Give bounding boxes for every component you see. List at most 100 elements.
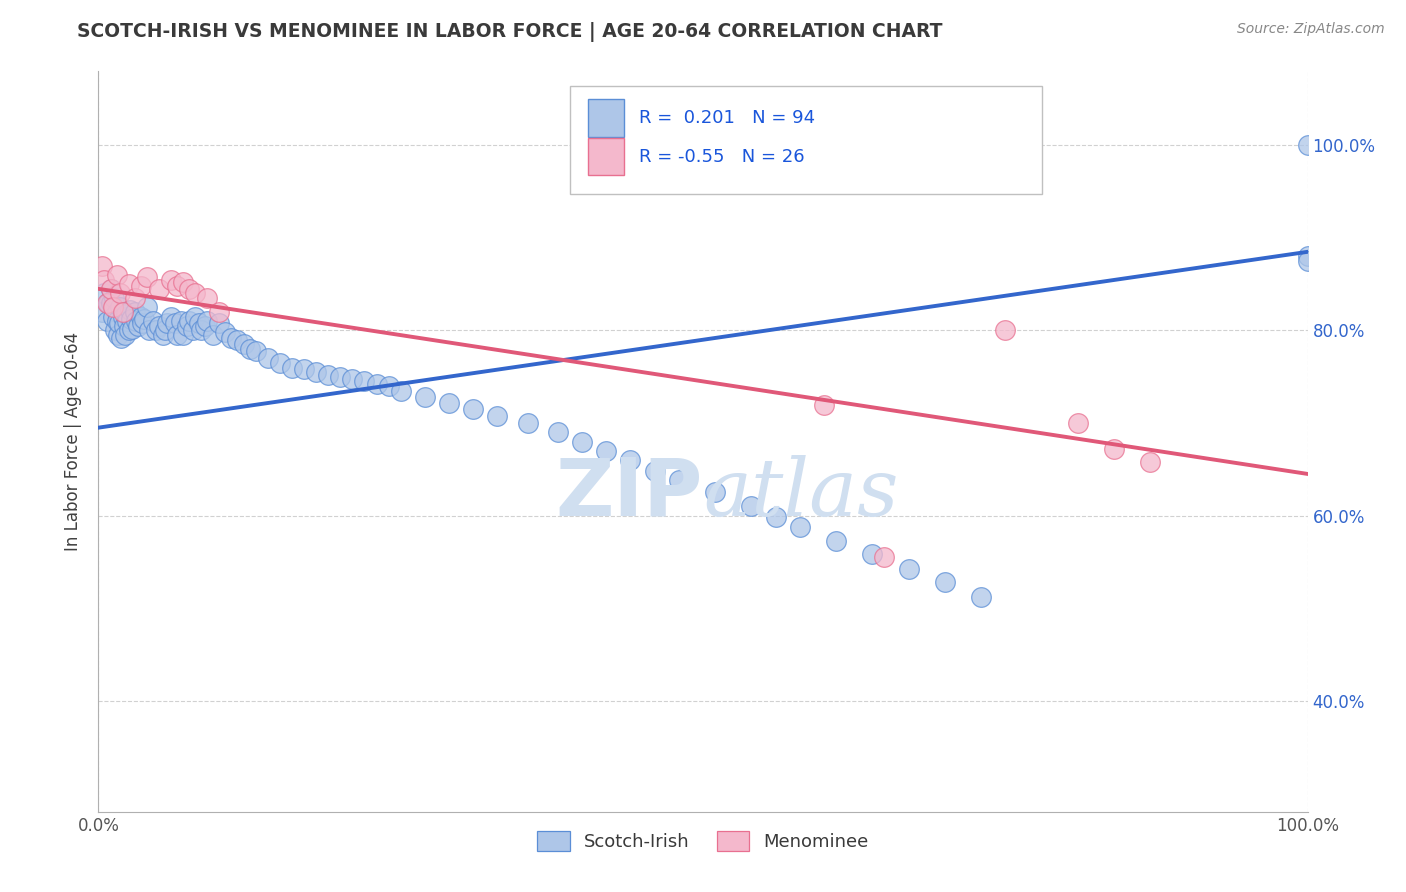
Point	[342, 371, 364, 385]
Point	[107, 328, 129, 343]
Point	[117, 314, 139, 328]
Point	[232, 337, 254, 351]
Point	[329, 369, 352, 384]
Point	[516, 416, 538, 430]
Point	[160, 272, 183, 286]
Point	[194, 318, 217, 333]
Point	[153, 323, 176, 337]
Point	[135, 301, 157, 315]
Point	[172, 328, 194, 343]
Point	[91, 305, 114, 319]
Point	[118, 303, 141, 318]
Point	[1296, 250, 1319, 264]
Point	[142, 314, 165, 328]
Point	[100, 282, 122, 296]
Point	[131, 316, 153, 330]
Point	[120, 312, 142, 326]
Point	[166, 328, 188, 343]
Point	[124, 291, 146, 305]
Point	[103, 291, 125, 305]
Point	[825, 534, 848, 549]
Point	[897, 562, 920, 576]
Point	[765, 510, 787, 524]
Point	[1296, 138, 1319, 153]
Point	[256, 351, 278, 366]
Point	[1139, 455, 1161, 469]
Point	[108, 301, 131, 315]
Point	[377, 379, 399, 393]
Point	[134, 312, 156, 326]
Point	[138, 323, 160, 337]
Point	[547, 425, 569, 440]
Point	[127, 318, 149, 333]
Point	[619, 453, 641, 467]
Point	[135, 269, 157, 284]
Point	[292, 362, 315, 376]
Point	[226, 333, 249, 347]
Point	[93, 286, 115, 301]
Point	[208, 305, 231, 319]
Point	[101, 310, 124, 324]
Point	[111, 305, 134, 319]
Point	[112, 318, 135, 333]
Point	[152, 328, 174, 343]
Point	[97, 295, 120, 310]
Point	[366, 377, 388, 392]
Point	[208, 316, 231, 330]
Point	[172, 276, 194, 290]
Point	[1102, 442, 1125, 456]
Point	[187, 316, 209, 330]
Point	[145, 323, 167, 337]
Point	[813, 398, 835, 412]
Point	[111, 310, 134, 324]
Point	[184, 286, 207, 301]
Point	[118, 323, 141, 337]
FancyBboxPatch shape	[569, 87, 1042, 194]
Point	[114, 328, 136, 343]
Point	[214, 326, 236, 340]
Point	[176, 318, 198, 333]
Point	[108, 316, 131, 330]
Text: SCOTCH-IRISH VS MENOMINEE IN LABOR FORCE | AGE 20-64 CORRELATION CHART: SCOTCH-IRISH VS MENOMINEE IN LABOR FORCE…	[77, 22, 943, 42]
Point	[96, 314, 118, 328]
Point	[105, 305, 128, 319]
Point	[305, 365, 328, 379]
Point	[110, 331, 132, 345]
Point	[873, 550, 896, 565]
Point	[668, 474, 690, 488]
Point	[179, 282, 201, 296]
Point	[93, 272, 115, 286]
Point	[105, 268, 128, 282]
Point	[91, 259, 114, 273]
Text: R = -0.55   N = 26: R = -0.55 N = 26	[638, 147, 804, 166]
Point	[169, 314, 191, 328]
Point	[129, 310, 152, 324]
Point	[121, 321, 143, 335]
Point	[316, 368, 339, 382]
Point	[115, 307, 138, 321]
Point	[160, 310, 183, 324]
Point	[970, 590, 993, 604]
Point	[245, 343, 267, 358]
Point	[789, 519, 811, 533]
Point	[740, 500, 762, 514]
Point	[934, 575, 956, 590]
Point	[413, 390, 436, 404]
Point	[181, 323, 204, 337]
Point	[104, 323, 127, 337]
Point	[239, 342, 262, 356]
Point	[124, 305, 146, 319]
Point	[118, 277, 141, 292]
Point	[125, 314, 148, 328]
Point	[463, 402, 485, 417]
Point	[129, 279, 152, 293]
Text: R =  0.201   N = 94: R = 0.201 N = 94	[638, 109, 815, 127]
Point	[195, 291, 218, 305]
Point	[190, 323, 212, 337]
Point	[486, 409, 509, 423]
Point	[148, 282, 170, 296]
Point	[100, 282, 122, 296]
Point	[353, 375, 375, 389]
Legend: Scotch-Irish, Menominee: Scotch-Irish, Menominee	[530, 824, 876, 858]
Point	[195, 314, 218, 328]
